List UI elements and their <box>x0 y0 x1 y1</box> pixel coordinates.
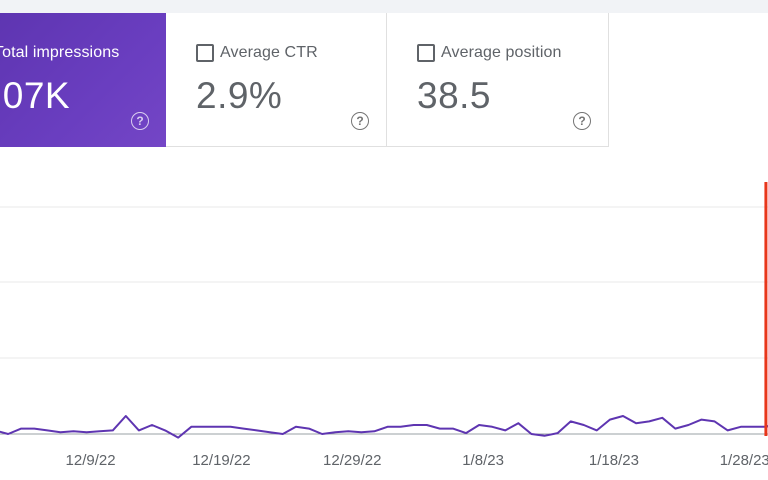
metric-card-total-impressions[interactable]: Total impressions .07K ? <box>0 13 166 147</box>
metric-value-total-impressions: .07K <box>0 75 71 116</box>
x-tick-label: 1/28/23 <box>720 452 768 469</box>
metric-card-average-ctr[interactable]: Average CTR 2.9% ? <box>166 13 387 147</box>
metric-label-average-position: Average position <box>441 44 562 61</box>
metric-value-average-position: 38.5 <box>417 75 492 116</box>
impressions-series-line <box>0 415 768 439</box>
x-tick-label: 12/29/22 <box>323 452 381 469</box>
x-tick-label: 1/18/23 <box>589 452 639 469</box>
top-strip <box>0 0 768 13</box>
average-ctr-checkbox[interactable] <box>196 44 214 62</box>
metric-card-average-position[interactable]: Average position 38.5 ? <box>387 13 609 147</box>
x-tick-label: 12/9/22 <box>66 452 116 469</box>
help-circle-icon[interactable]: ? <box>351 112 369 130</box>
help-circle-icon[interactable]: ? <box>573 112 591 130</box>
help-circle-icon[interactable]: ? <box>131 112 149 130</box>
metric-label-total-impressions: Total impressions <box>0 44 120 61</box>
average-position-checkbox[interactable] <box>417 44 435 62</box>
metric-label-average-ctr: Average CTR <box>220 44 318 61</box>
x-tick-label: 12/19/22 <box>192 452 250 469</box>
x-tick-label: 1/8/23 <box>462 452 504 469</box>
metric-value-average-ctr: 2.9% <box>196 75 283 116</box>
